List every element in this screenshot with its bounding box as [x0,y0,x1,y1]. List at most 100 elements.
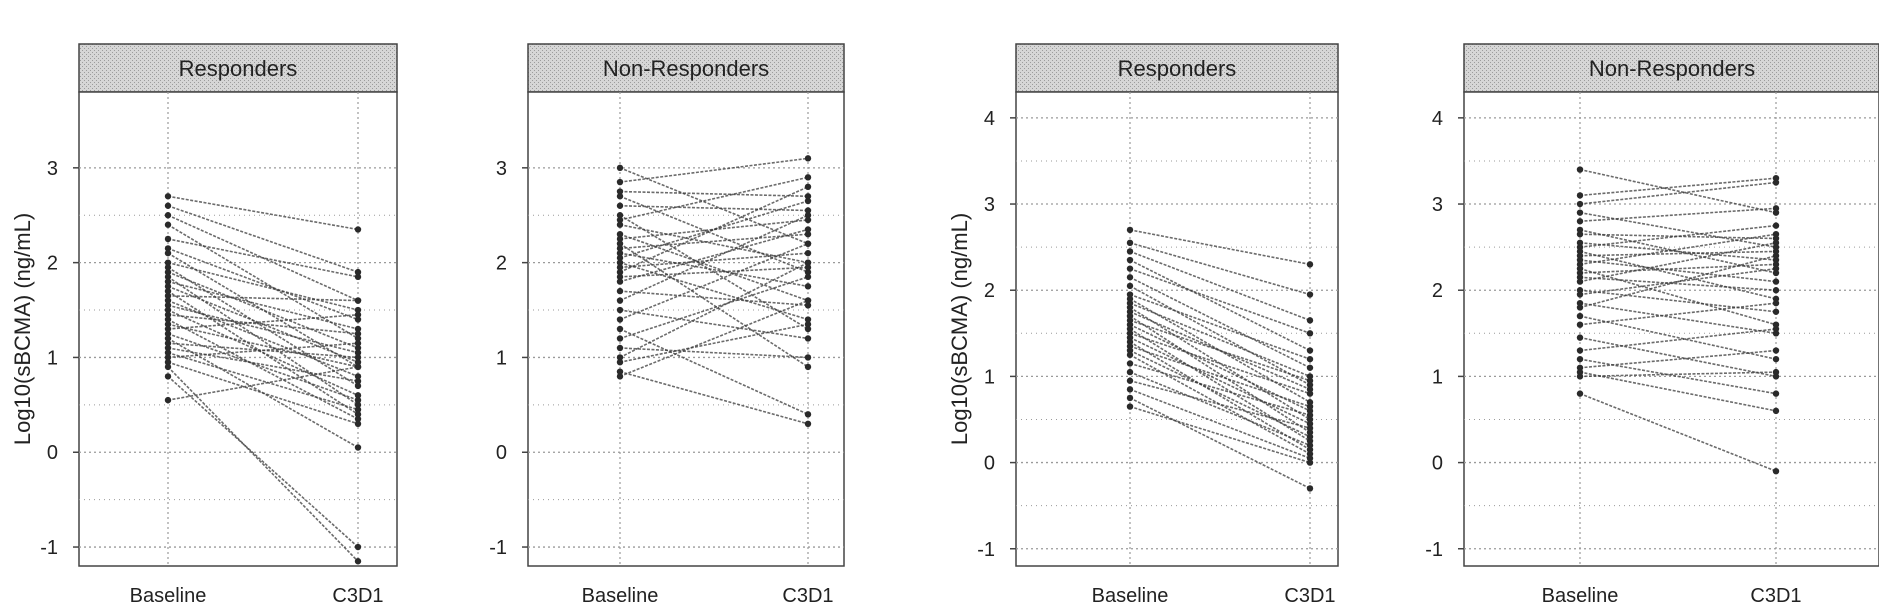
point-baseline-s11 [616,240,624,247]
point-c3d1-s25 [1772,325,1780,333]
point-c3d1-s22 [354,311,362,318]
series-line-s4 [619,195,809,273]
point-c3d1-s19 [804,226,812,233]
panel-3-strip [1015,43,1339,93]
series-line-s2 [619,157,809,183]
point-c3d1-s25 [804,273,812,281]
series-line-s27 [619,370,809,425]
series-line-s1 [1129,229,1311,266]
point-c3d1-s17 [1306,390,1314,397]
series-line-s2 [1579,177,1777,197]
point-baseline-s29 [1576,373,1584,380]
point-baseline-s24 [164,335,172,342]
panel-3: Responders -1 0 1 2 3 4 Baseline C3D1 Log10(s… [947,43,1339,607]
point-baseline-s28 [164,354,172,361]
point-c3d1-s29 [354,420,362,427]
point-baseline-s25 [616,335,624,342]
series-line-s29 [1579,371,1777,378]
panel-4: Non-Responders -1 0 1 2 3 4 Baseline C3D1 [1425,43,1879,607]
y-tick-label: 2 [984,280,995,302]
point-baseline-s3 [1576,200,1584,208]
point-baseline-s19 [1576,291,1584,298]
series-line-s18 [167,309,359,397]
point-baseline-s2 [164,202,172,209]
point-baseline-s10 [164,268,172,276]
point-c3d1-s29 [804,321,812,328]
series-line-s23 [1579,302,1777,326]
y-tick-label: 3 [47,158,58,180]
point-baseline-s6 [1126,274,1134,281]
panel-1-strip [78,43,398,93]
y-tick-label: 1 [47,347,58,369]
series-line-s8 [1129,293,1311,360]
point-baseline-s20 [616,287,624,295]
point-c3d1-s19 [354,330,362,337]
point-c3d1-s11 [354,401,362,409]
series-line-s14 [1129,319,1311,382]
series-line-s30 [619,261,809,359]
point-c3d1-s27 [1772,347,1780,354]
series-line-s8 [167,261,359,311]
series-line-s5 [167,238,359,278]
y-tick-label: -1 [977,539,995,561]
y-tick-label: -1 [489,537,507,559]
point-baseline-s26 [164,344,172,352]
series-line-s26 [1129,388,1311,460]
point-baseline-s17 [616,268,624,276]
point-c3d1-s14 [354,411,362,418]
point-c3d1-s28 [354,340,362,347]
point-c3d1-s26 [804,354,812,361]
series-line-s12 [1579,259,1777,283]
point-baseline-s19 [164,311,172,318]
point-baseline-s5 [616,202,624,209]
y-tick-label: 0 [1432,453,1443,475]
point-baseline-s24 [1576,334,1584,341]
y-tick-label: 2 [1432,280,1443,302]
point-baseline-s2 [1576,192,1584,199]
series-line-s7 [1579,233,1777,240]
y-tick-label: 1 [984,366,995,388]
point-baseline-s29 [616,358,624,366]
y-tick-label: 1 [496,347,507,369]
point-baseline-s8 [164,259,172,266]
panel-3-y-axis-title: Log10(sBCMA) (ng/mL) [947,213,972,445]
series-line-s14 [619,200,809,259]
series-line-s31 [167,375,359,548]
series-line-s6 [619,214,809,330]
point-baseline-s29 [164,358,172,366]
point-baseline-s27 [164,349,172,356]
point-baseline-s16 [164,297,172,304]
panel-1-y-ticks: -1 0 1 2 3 [40,158,79,559]
point-c3d1-s30 [804,259,812,266]
point-c3d1-s12 [1772,278,1780,285]
point-baseline-s22 [1126,351,1134,359]
point-c3d1-s6 [354,316,362,323]
panel-3-y-ticks: -1 0 1 2 3 4 [977,108,1016,561]
series-line-s21 [167,323,359,368]
series-line-s17 [1129,332,1311,395]
point-c3d1-s27 [354,406,362,413]
point-c3d1-s25 [1306,424,1314,432]
point-c3d1-s25 [354,354,362,361]
y-tick-label: 3 [496,158,507,180]
series-line-s22 [1129,354,1311,455]
point-c3d1-s5 [1306,330,1314,337]
point-c3d1-s22 [804,335,812,342]
y-tick-label: 4 [984,108,995,130]
point-baseline-s24 [616,325,624,333]
panel-4-strip-label: Non-Responders [1589,56,1755,81]
series-line-s19 [1579,267,1777,296]
point-c3d1-s16 [354,373,362,380]
point-baseline-s20 [164,316,172,323]
point-baseline-s4 [164,221,172,228]
point-baseline-s28 [1126,403,1134,410]
point-baseline-s5 [1126,265,1134,272]
point-baseline-s23 [1576,321,1584,328]
series-line-s13 [167,285,359,363]
point-baseline-s30 [164,363,172,371]
point-baseline-s6 [164,245,172,252]
point-baseline-s3 [164,212,172,219]
series-line-s26 [167,347,359,382]
point-c3d1-s12 [354,325,362,333]
